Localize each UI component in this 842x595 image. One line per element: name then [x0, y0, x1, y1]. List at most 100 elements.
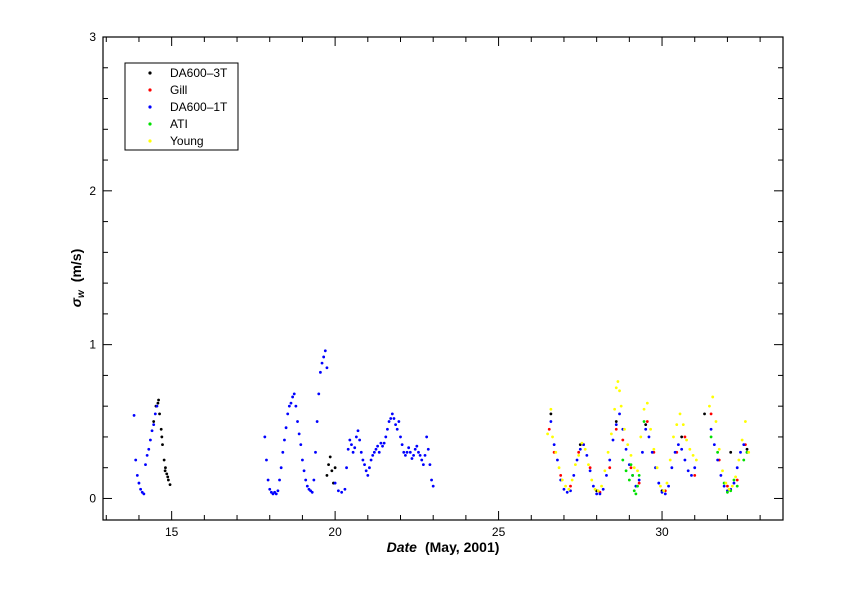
- y-tick-label: 2: [89, 184, 96, 198]
- data-point: [376, 444, 380, 448]
- data-point: [399, 435, 402, 439]
- data-point: [680, 435, 684, 439]
- data-point: [363, 463, 366, 467]
- data-point: [711, 395, 715, 399]
- data-point: [726, 484, 729, 488]
- data-point: [616, 380, 620, 383]
- data-point: [596, 489, 600, 493]
- data-point: [614, 420, 618, 423]
- data-point: [142, 492, 146, 496]
- data-point: [158, 412, 161, 416]
- data-point: [134, 458, 138, 462]
- data-point: [304, 478, 308, 482]
- data-point: [278, 478, 281, 482]
- data-point: [289, 401, 293, 405]
- data-point: [564, 484, 567, 488]
- data-point: [709, 435, 713, 439]
- data-point: [613, 407, 617, 411]
- data-point: [708, 404, 711, 408]
- data-point: [319, 370, 322, 374]
- data-point: [556, 458, 559, 462]
- data-point: [632, 489, 636, 493]
- data-point: [368, 466, 371, 470]
- data-point: [150, 429, 154, 433]
- data-point: [152, 423, 156, 427]
- data-point: [147, 447, 151, 451]
- data-point: [637, 478, 641, 482]
- data-point: [314, 450, 317, 454]
- data-point: [600, 484, 603, 488]
- data-point: [732, 481, 736, 485]
- data-point: [149, 438, 152, 442]
- series-3: [621, 420, 749, 496]
- data-point: [618, 412, 621, 416]
- data-point: [428, 463, 432, 467]
- data-point: [320, 361, 324, 365]
- data-point: [323, 349, 327, 353]
- data-point: [286, 412, 290, 416]
- data-point: [641, 450, 644, 454]
- data-point: [547, 427, 551, 431]
- data-point: [614, 423, 618, 427]
- data-point: [560, 478, 564, 482]
- data-point: [672, 435, 675, 439]
- data-point: [372, 450, 376, 454]
- data-point: [354, 435, 358, 439]
- data-point: [291, 395, 295, 399]
- data-point: [144, 463, 147, 467]
- data-point: [276, 489, 280, 493]
- data-point: [681, 423, 685, 427]
- data-point: [583, 447, 587, 451]
- data-point: [420, 458, 424, 462]
- data-point: [717, 447, 721, 451]
- data-point: [585, 453, 589, 457]
- legend-label: DA600–3T: [170, 66, 228, 80]
- data-point: [139, 487, 142, 491]
- data-point: [593, 487, 597, 491]
- data-point: [712, 443, 716, 447]
- data-point: [407, 446, 411, 450]
- data-point: [395, 427, 399, 431]
- data-point: [614, 427, 618, 431]
- data-point: [670, 466, 674, 470]
- data-point: [714, 420, 718, 423]
- data-point: [730, 484, 734, 488]
- data-point: [327, 463, 330, 467]
- data-point: [346, 447, 350, 451]
- data-point: [559, 473, 563, 477]
- data-point: [430, 478, 433, 482]
- data-point: [345, 466, 348, 470]
- data-point: [601, 487, 605, 491]
- data-point: [284, 426, 288, 430]
- data-point: [549, 407, 553, 411]
- data-point: [322, 355, 326, 359]
- data-point: [577, 453, 581, 457]
- legend-label: ATI: [170, 117, 188, 131]
- data-point: [418, 453, 422, 457]
- data-point: [719, 473, 723, 477]
- data-point: [333, 481, 337, 485]
- data-point: [425, 435, 429, 439]
- data-point: [588, 466, 592, 470]
- data-point: [426, 447, 430, 451]
- data-point: [642, 407, 646, 411]
- x-tick-label: 25: [492, 525, 506, 539]
- data-point: [381, 444, 384, 448]
- legend-box: [124, 62, 239, 151]
- data-point: [394, 423, 397, 427]
- data-point: [353, 446, 357, 450]
- series-4: [546, 380, 751, 493]
- data-point: [549, 420, 553, 423]
- data-point: [735, 478, 739, 482]
- data-point: [624, 447, 628, 451]
- data-point: [351, 450, 355, 454]
- data-point: [162, 458, 166, 462]
- data-point: [299, 443, 303, 447]
- data-point: [379, 441, 383, 445]
- data-point: [577, 450, 581, 454]
- data-point: [659, 484, 662, 488]
- data-point: [673, 450, 677, 454]
- data-point: [413, 447, 417, 451]
- data-point: [132, 414, 136, 417]
- data-point: [387, 420, 391, 423]
